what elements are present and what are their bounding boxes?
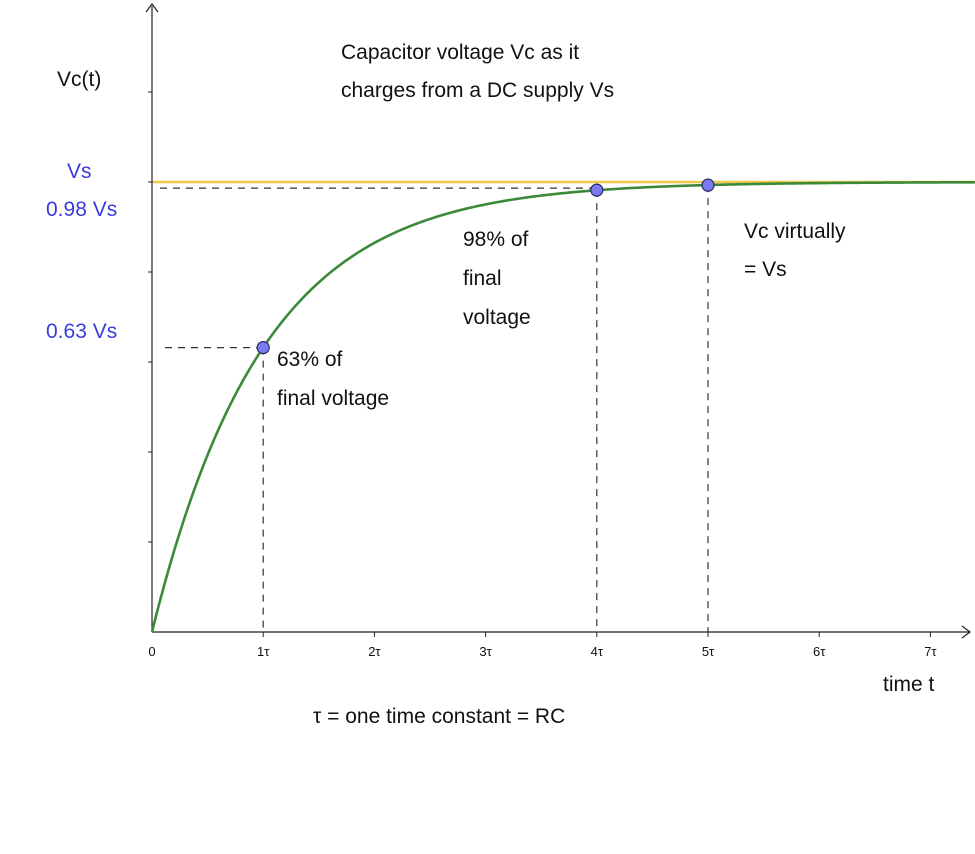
point-annotation-3: = Vs xyxy=(744,258,787,281)
point-annotation-3: Vc virtually xyxy=(744,220,846,243)
x-tick-label: 7τ xyxy=(924,644,937,659)
point-annotation-2: 98% of xyxy=(463,228,529,251)
time-constant-footnote: τ = one time constant = RC xyxy=(313,705,565,728)
x-tick-label: 5τ xyxy=(702,644,715,659)
point-annotation-1: final voltage xyxy=(277,387,389,410)
chart-title-line-2: charges from a DC supply Vs xyxy=(341,79,614,102)
point-annotation-2: final xyxy=(463,267,502,290)
x-tick-label: 0 xyxy=(148,644,155,659)
highlight-point-3 xyxy=(701,178,715,192)
y-axis-arrow xyxy=(145,3,159,13)
x-tick-label: 6τ xyxy=(813,644,826,659)
x-tick-label: 1τ xyxy=(257,644,270,659)
y-axis-label: Vc(t) xyxy=(57,68,101,91)
point-annotation-1: 63% of xyxy=(277,348,343,371)
y-reference-label: 0.63 Vs xyxy=(46,320,117,343)
y-reference-label: Vs xyxy=(67,160,92,183)
y-reference-label: 0.98 Vs xyxy=(46,198,117,221)
point-annotation-2: voltage xyxy=(463,306,531,329)
highlight-point-2 xyxy=(590,183,604,197)
x-axis-arrow xyxy=(961,625,971,639)
charging-curve xyxy=(150,180,975,633)
x-tick-label: 4τ xyxy=(591,644,604,659)
x-tick-label: 2τ xyxy=(368,644,381,659)
x-axis-label: time t xyxy=(883,673,935,696)
x-tick-label: 3τ xyxy=(479,644,492,659)
chart-title-line-1: Capacitor voltage Vc as it xyxy=(341,41,579,64)
highlight-point-1 xyxy=(256,341,270,355)
